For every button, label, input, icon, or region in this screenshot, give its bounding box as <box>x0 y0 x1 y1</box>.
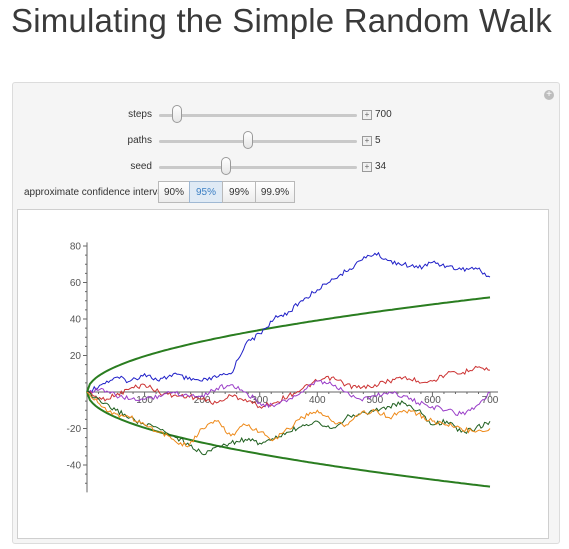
lower-confidence-bound <box>86 391 491 488</box>
walk-path-4 <box>86 390 491 456</box>
walk-path-2 <box>86 365 490 409</box>
options-plus-icon[interactable]: + <box>544 90 554 100</box>
upper-confidence-bound <box>86 296 491 393</box>
x-tick-label: 100 <box>136 395 153 406</box>
ci-option-99-9[interactable]: 99.9% <box>255 181 295 203</box>
confidence-interval-label: approximate confidence interval <box>24 187 166 198</box>
x-tick-label: 500 <box>367 395 384 406</box>
x-tick-label: 700 <box>482 395 499 406</box>
y-tick-label: 20 <box>70 351 82 362</box>
steps-slider-track[interactable] <box>159 114 357 117</box>
x-tick-label: 300 <box>251 395 268 406</box>
x-tick-label: 600 <box>424 395 441 406</box>
paths-slider-thumb[interactable] <box>243 131 254 149</box>
steps-value: 700 <box>375 109 392 120</box>
walk-path-1 <box>86 251 491 394</box>
y-tick-label: -40 <box>67 461 82 472</box>
ci-option-95[interactable]: 95% <box>189 181 223 203</box>
walk-path-5 <box>86 391 491 448</box>
y-tick-label: -20 <box>67 424 82 435</box>
paths-slider-track[interactable] <box>159 140 357 143</box>
seed-expand-icon[interactable]: + <box>362 162 372 172</box>
x-tick-label: 400 <box>309 395 326 406</box>
steps-slider-thumb[interactable] <box>171 105 182 123</box>
walk-path-3 <box>86 379 491 416</box>
steps-label: steps <box>128 109 152 120</box>
paths-label: paths <box>127 135 152 146</box>
y-tick-label: 60 <box>70 278 82 289</box>
y-tick-label: 40 <box>70 315 82 326</box>
x-tick-label: 200 <box>194 395 211 406</box>
paths-value: 5 <box>375 135 381 146</box>
paths-expand-icon[interactable]: + <box>362 136 372 146</box>
seed-label: seed <box>130 161 152 172</box>
page-title: Simulating the Simple Random Walk <box>11 2 552 39</box>
y-tick-label: 80 <box>70 242 82 253</box>
seed-slider-thumb[interactable] <box>221 157 232 175</box>
seed-slider-track[interactable] <box>159 166 357 169</box>
steps-expand-icon[interactable]: + <box>362 110 372 120</box>
seed-value: 34 <box>375 161 387 172</box>
confidence-interval-setter: 90% 95% 99% 99.9% <box>158 181 295 203</box>
